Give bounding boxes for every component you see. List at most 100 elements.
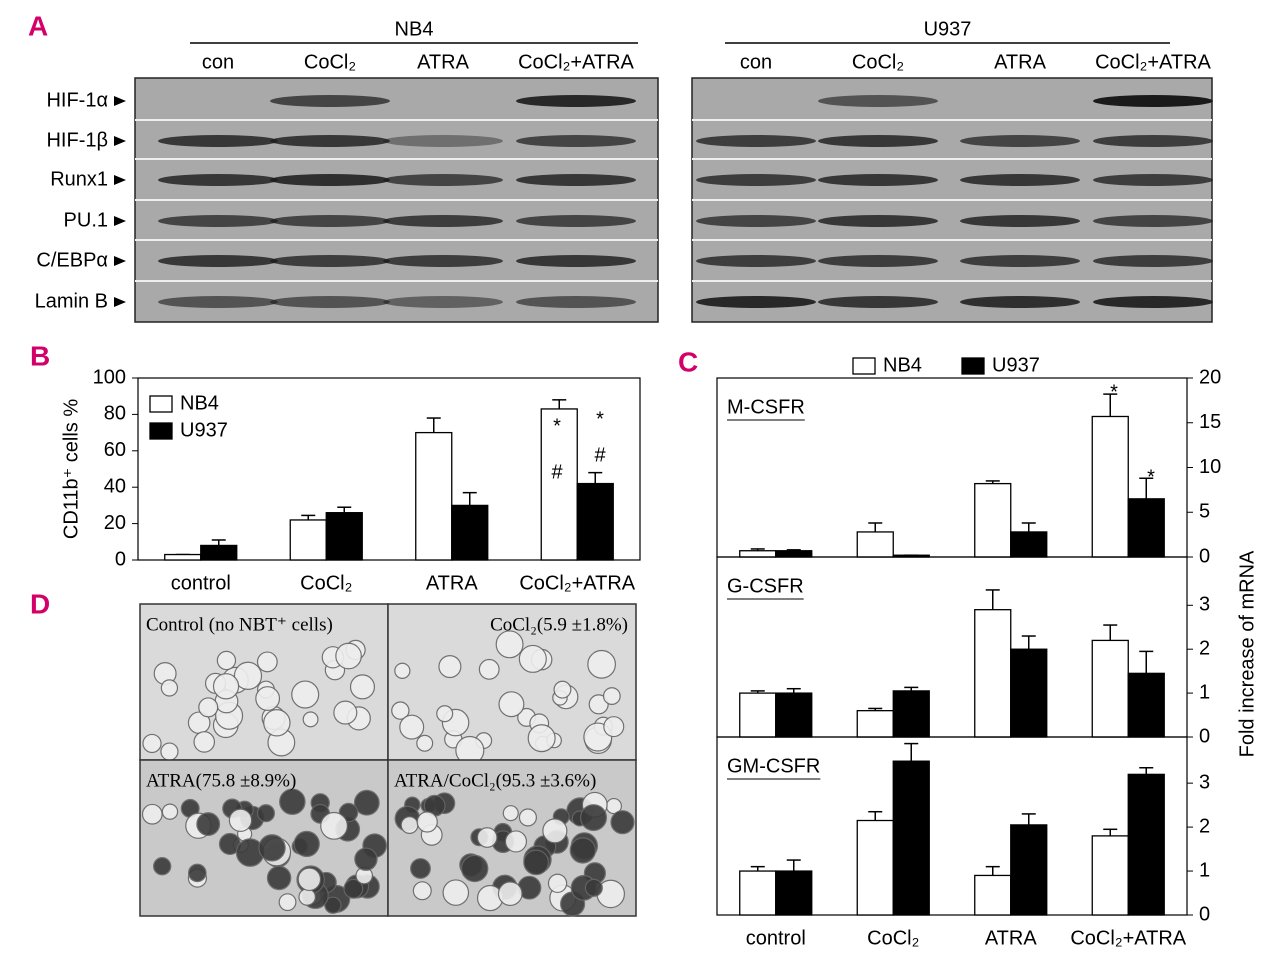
y-tick-label: 60 — [104, 439, 126, 461]
arrow — [114, 256, 126, 266]
cell — [502, 805, 519, 822]
bar — [1010, 824, 1048, 916]
micrograph-caption: ATRA/CoCl₂(95.3 ±3.6%) — [394, 770, 596, 791]
bar — [856, 531, 894, 558]
plot-frame — [716, 736, 1188, 916]
band — [516, 135, 636, 147]
band — [516, 215, 636, 227]
protein-label: Runx1 — [50, 168, 108, 190]
bar — [1091, 835, 1129, 916]
bar — [451, 504, 489, 561]
band — [270, 296, 390, 308]
y-tick-label: 0 — [115, 548, 126, 570]
panel-letter: B — [30, 340, 50, 371]
protein-label: C/EBPα — [36, 249, 108, 271]
y-tick-label: 2 — [1199, 815, 1210, 837]
y-tick-label: 100 — [93, 366, 126, 388]
bar — [164, 553, 202, 561]
arrow — [114, 216, 126, 226]
x-tick-label: CoCl₂+ATRA — [1070, 927, 1186, 949]
bar — [289, 519, 327, 561]
band — [516, 255, 636, 267]
annotation: # — [551, 461, 563, 483]
cell — [497, 881, 523, 907]
cell — [438, 655, 462, 679]
protein-label: Lamin B — [35, 290, 108, 312]
band — [383, 296, 503, 308]
cell — [349, 674, 376, 700]
cell — [161, 803, 179, 820]
cell — [412, 881, 432, 901]
lane-label: con — [202, 51, 234, 73]
bar — [1010, 531, 1048, 558]
y-tick-label: 2 — [1199, 637, 1210, 659]
protein-label: HIF-1α — [46, 89, 108, 111]
cell — [297, 867, 322, 892]
cell — [141, 803, 163, 825]
band — [960, 174, 1080, 186]
band — [1093, 296, 1213, 308]
cell — [258, 834, 286, 862]
panel-letter: C — [678, 346, 698, 377]
cell — [335, 642, 362, 670]
band — [516, 174, 636, 186]
cell — [187, 863, 207, 883]
band — [383, 255, 503, 267]
cell — [255, 686, 281, 711]
bar — [892, 690, 930, 738]
band — [158, 255, 278, 267]
protein-label: PU.1 — [64, 209, 108, 231]
cell — [399, 714, 425, 740]
arrow — [114, 136, 126, 146]
x-tick-label: control — [746, 927, 806, 949]
micrograph-caption: CoCl₂(5.9 ±1.8%) — [490, 614, 628, 635]
x-tick-label: CoCl₂+ATRA — [519, 572, 635, 594]
bar — [856, 819, 894, 916]
cell — [394, 662, 411, 679]
cell — [324, 896, 342, 914]
cell — [256, 651, 278, 673]
cell — [569, 837, 596, 864]
bar — [775, 870, 813, 916]
lane-label: CoCl₂+ATRA — [518, 51, 634, 73]
band — [383, 135, 503, 147]
cell — [293, 830, 320, 858]
band — [696, 255, 816, 267]
band — [270, 135, 390, 147]
band — [960, 215, 1080, 227]
y-tick-label: 1 — [1199, 681, 1210, 703]
y-tick-label: 20 — [1199, 366, 1221, 388]
band — [696, 215, 816, 227]
band — [818, 174, 938, 186]
cell — [198, 697, 219, 718]
band — [696, 135, 816, 147]
cell — [256, 804, 276, 823]
bar — [1091, 639, 1129, 738]
band — [270, 255, 390, 267]
bar — [974, 609, 1012, 738]
cell — [212, 673, 240, 700]
band — [516, 296, 636, 308]
cell — [263, 709, 291, 737]
band — [960, 255, 1080, 267]
bar — [739, 692, 777, 738]
cell — [442, 879, 470, 906]
cell — [320, 811, 349, 840]
bar — [576, 482, 614, 561]
legend-label: U937 — [992, 354, 1040, 376]
bar — [1127, 773, 1165, 916]
band — [1093, 135, 1213, 147]
annotation: * — [1147, 466, 1155, 488]
band — [696, 296, 816, 308]
y-tick-label: 15 — [1199, 411, 1221, 433]
annotation: * — [596, 408, 604, 430]
band — [1093, 95, 1213, 107]
bar — [325, 512, 363, 561]
cell — [400, 816, 419, 835]
x-tick-label: ATRA — [426, 572, 479, 594]
bar — [892, 760, 930, 916]
band — [696, 174, 816, 186]
band — [383, 215, 503, 227]
band — [1093, 215, 1213, 227]
